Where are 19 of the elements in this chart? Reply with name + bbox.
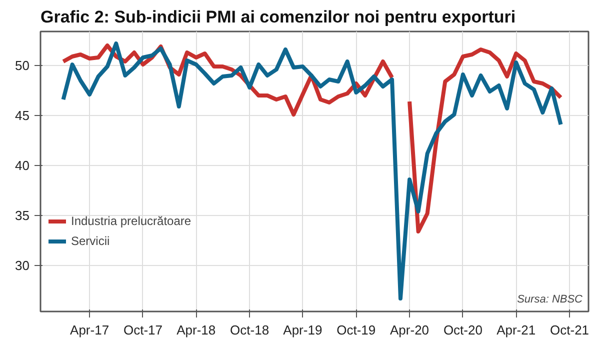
y-tick-label: 50 xyxy=(15,58,30,73)
x-tick-label: Oct-21 xyxy=(550,322,590,338)
x-tick-label: Apr-19 xyxy=(283,322,322,338)
x-tick-label: Apr-20 xyxy=(390,322,430,338)
chart-title: Grafic 2: Sub-indicii PMI ai comenzilor noi pentru exporturi xyxy=(40,8,516,26)
y-tick-label: 40 xyxy=(15,158,30,173)
y-tick-label: 30 xyxy=(15,258,30,273)
y-tick-label: 35 xyxy=(15,208,30,223)
x-tick-label: Oct-19 xyxy=(336,322,376,338)
x-tick-label: Apr-21 xyxy=(496,322,536,338)
legend-label: Industria prelucrătoare xyxy=(71,214,192,228)
x-tick-label: Oct-17 xyxy=(123,322,162,338)
x-tick-label: Apr-17 xyxy=(70,322,110,338)
legend-label: Servicii xyxy=(71,234,110,248)
x-tick-label: Oct-18 xyxy=(230,322,270,338)
annotation: Sursa: NBSC xyxy=(517,294,583,306)
x-tick-label: Apr-18 xyxy=(176,322,216,338)
x-tick-label: Oct-20 xyxy=(443,322,482,338)
y-tick-label: 45 xyxy=(15,108,30,123)
